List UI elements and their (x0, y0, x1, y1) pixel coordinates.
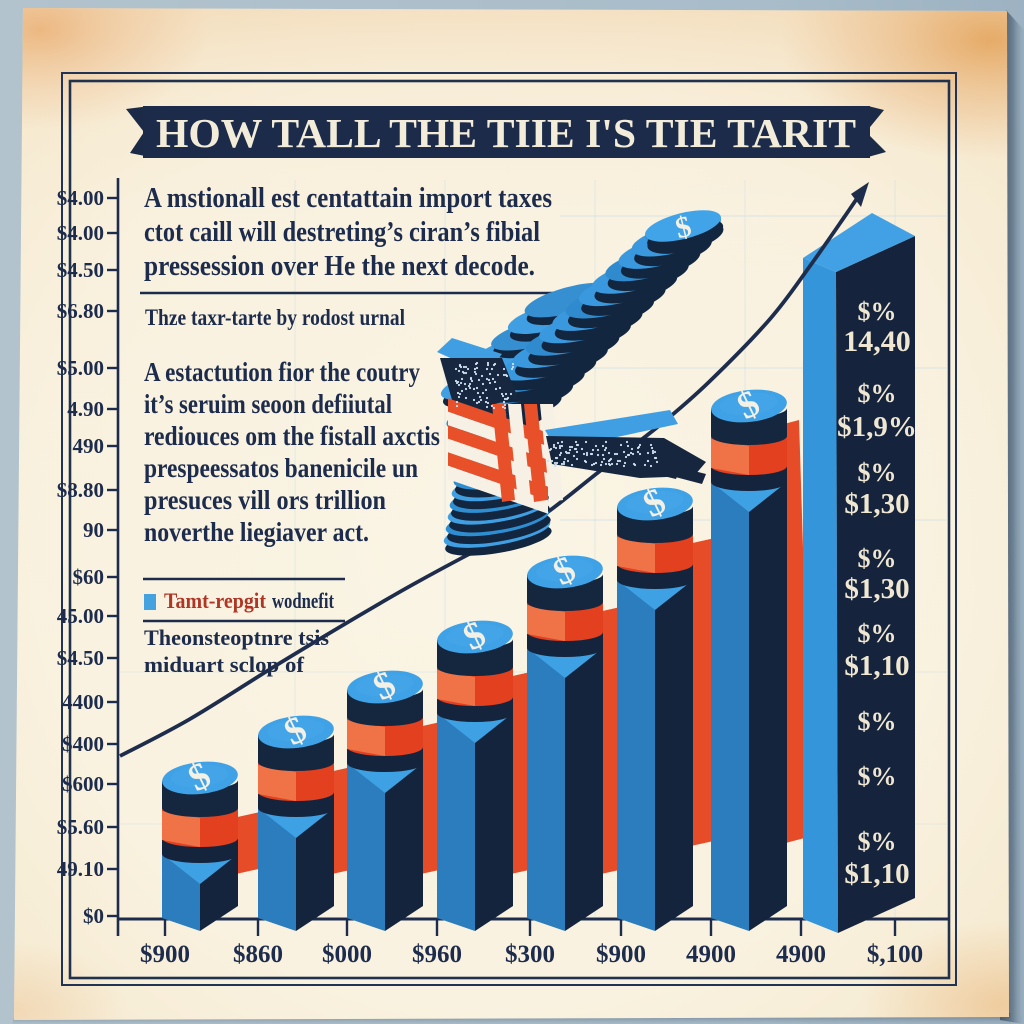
svg-text:4900: 4900 (686, 941, 736, 968)
svg-text:A mstionall est centattain imp: A mstionall est centattain import taxes (144, 183, 552, 214)
svg-text:Theonsteoptnre tsis: Theonsteoptnre tsis (144, 625, 329, 650)
svg-text:$%: $% (858, 707, 897, 736)
svg-text:4.90: 4.90 (67, 397, 104, 421)
svg-text:$860: $860 (233, 941, 283, 968)
svg-text:$900: $900 (596, 941, 646, 968)
svg-text:$900: $900 (140, 941, 190, 968)
svg-text:$%: $% (858, 379, 897, 408)
svg-text:A estactution fior the coutry: A estactution fior the coutry (144, 357, 420, 387)
svg-text:$5.00: $5.00 (57, 356, 104, 380)
svg-text:$60: $60 (73, 565, 105, 589)
svg-text:$600: $600 (62, 772, 104, 796)
svg-text:$5.60: $5.60 (57, 815, 104, 839)
svg-text:noverthe liegiaver act.: noverthe liegiaver act. (144, 517, 369, 547)
svg-text:$%: $% (858, 458, 897, 487)
svg-text:$%: $% (858, 297, 897, 326)
svg-text:$6.80: $6.80 (57, 299, 104, 323)
svg-text:$%: $% (858, 762, 897, 791)
svg-text:$1,9%: $1,9% (837, 411, 917, 443)
svg-text:$8.80: $8.80 (57, 478, 104, 502)
svg-text:$1,10: $1,10 (844, 858, 909, 890)
svg-text:$%: $% (858, 544, 897, 573)
svg-text:$1,30: $1,30 (844, 488, 909, 520)
svg-text:$000: $000 (322, 941, 372, 968)
svg-text:it’s seruim seoon defiiutal: it’s seruim seoon defiiutal (144, 389, 392, 419)
svg-text:$1,10: $1,10 (844, 650, 909, 682)
svg-text:$400: $400 (62, 732, 104, 756)
svg-text:4900: 4900 (776, 941, 826, 968)
svg-text:HOW TALL THE TIIE I'S TIE TARI: HOW TALL THE TIIE I'S TIE TARIT (156, 110, 856, 156)
svg-text:$%: $% (858, 827, 897, 856)
svg-text:$1,30: $1,30 (844, 573, 909, 605)
svg-text:$%: $% (858, 619, 897, 648)
svg-text:$300: $300 (505, 941, 555, 968)
svg-text:$,100: $,100 (867, 941, 923, 968)
svg-text:$4.00: $4.00 (57, 186, 104, 210)
svg-text:490: 490 (73, 434, 105, 458)
svg-text:14,40: 14,40 (843, 325, 911, 358)
svg-text:rediouces om the fistall axcti: rediouces om the fistall axctis (144, 421, 440, 451)
svg-text:$4.50: $4.50 (57, 646, 104, 670)
svg-text:presuces vill ors trillion: presuces vill ors trillion (144, 485, 386, 515)
svg-text:Tamt-repgit: Tamt-repgit (164, 588, 267, 613)
svg-text:wodnefit: wodnefit (272, 588, 335, 613)
svg-text:$960: $960 (412, 941, 462, 968)
svg-text:ctot caill will destreting’s c: ctot caill will destreting’s ciran’s fib… (144, 217, 540, 248)
svg-text:$4.00: $4.00 (57, 221, 104, 245)
svg-text:pressession over He the next d: pressession over He the next decode. (144, 251, 535, 282)
svg-text:Thze taxr-tarte by rodost urna: Thze taxr-tarte by rodost urnal (145, 305, 405, 330)
svg-text:$0: $0 (83, 904, 104, 928)
svg-text:49.10: 49.10 (57, 857, 104, 881)
svg-text:prespeessatos banenicile un: prespeessatos banenicile un (144, 453, 418, 483)
svg-text:4400: 4400 (62, 690, 104, 714)
svg-text:$4.50: $4.50 (57, 258, 104, 282)
svg-text:45.00: 45.00 (57, 604, 104, 628)
svg-text:90: 90 (83, 518, 104, 542)
